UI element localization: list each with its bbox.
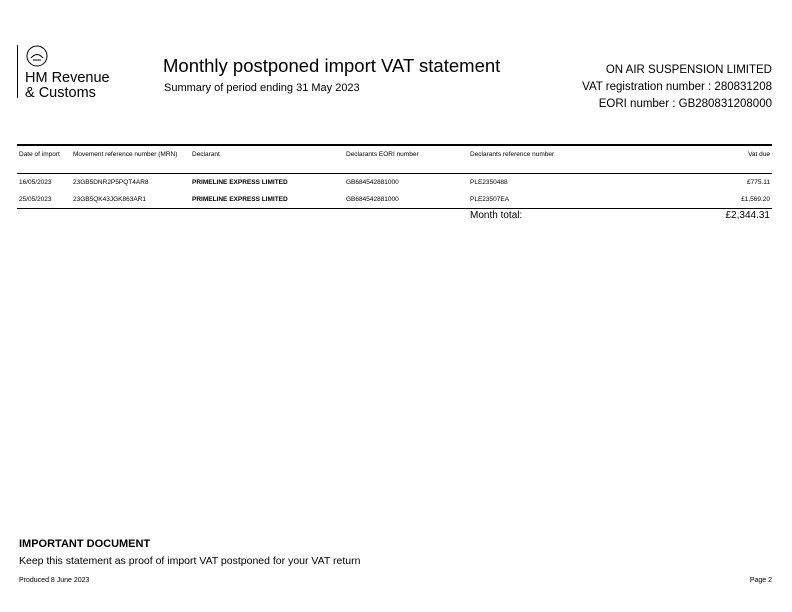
- cell-mrn: 23GB5QK43JGK863AR1: [73, 196, 146, 203]
- total-row: Month total: £2,344.31: [17, 209, 772, 225]
- important-heading: IMPORTANT DOCUMENT: [19, 538, 151, 550]
- keep-note: Keep this statement as proof of import V…: [19, 555, 361, 567]
- cell-ref: PLE23507EA: [470, 196, 510, 203]
- table-header: Date of import Movement reference number…: [17, 145, 772, 174]
- cell-declarant: PRIMELINE EXPRESS LIMITED: [192, 196, 288, 203]
- table-row: 25/05/2023 23GB5QK43JGK863AR1 PRIMELINE …: [17, 191, 772, 209]
- page-subtitle: Summary of period ending 31 May 2023: [164, 82, 360, 94]
- page-title: Monthly postponed import VAT statement: [163, 55, 501, 76]
- vat-table: Date of import Movement reference number…: [17, 144, 772, 224]
- logo-line-2: & Customs: [25, 85, 96, 101]
- hmrc-logo-text: HM Revenue & Customs: [25, 71, 110, 101]
- total-value: £2,344.31: [725, 210, 771, 221]
- logo-divider: [17, 45, 18, 98]
- col-date: Date of import: [19, 151, 60, 158]
- eori-number: EORI number : GB280831208000: [598, 98, 772, 110]
- crown-crest-icon: [26, 45, 48, 67]
- cell-eori: GB684542881000: [346, 179, 399, 186]
- page-number: Page 2: [749, 577, 772, 584]
- col-mrn: Movement reference number (MRN): [73, 151, 178, 158]
- produced-date: Produced 8 June 2023: [19, 577, 90, 584]
- company-name: ON AIR SUSPENSION LIMITED: [605, 64, 772, 76]
- col-eori: Declarants EORI number: [346, 151, 419, 158]
- company-info: ON AIR SUSPENSION LIMITED VAT registrati…: [582, 62, 772, 113]
- cell-vat: £1,569.20: [741, 196, 770, 203]
- cell-declarant: PRIMELINE EXPRESS LIMITED: [192, 179, 288, 186]
- col-vat: Vat due: [748, 151, 770, 158]
- total-label: Month total:: [470, 210, 523, 221]
- cell-ref: PLE2350488: [470, 179, 508, 186]
- cell-mrn: 23GB5DNR2P5PQT4AR8: [73, 179, 149, 186]
- table-row: 16/05/2023 23GB5DNR2P5PQT4AR8 PRIMELINE …: [17, 174, 772, 192]
- cell-eori: GB684542881000: [346, 196, 399, 203]
- vat-number: VAT registration number : 280831208: [582, 81, 772, 93]
- cell-date: 16/05/2023: [19, 179, 52, 186]
- col-declarant: Declarant: [192, 151, 220, 158]
- cell-date: 25/05/2023: [19, 196, 52, 203]
- logo-line-1: HM Revenue: [25, 70, 110, 86]
- cell-vat: £775.11: [746, 179, 770, 186]
- col-ref: Declarants reference number: [470, 151, 555, 158]
